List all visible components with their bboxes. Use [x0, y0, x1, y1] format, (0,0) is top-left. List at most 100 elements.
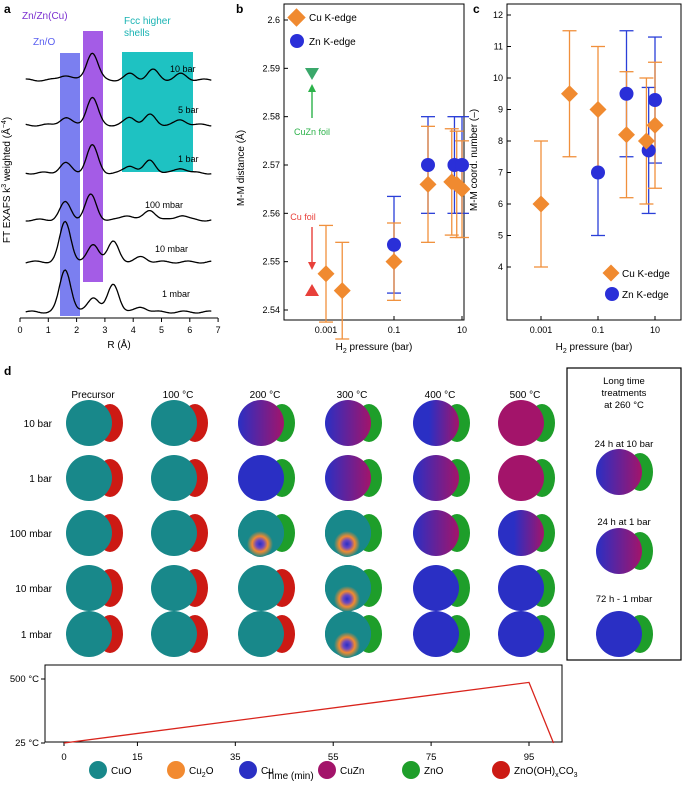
panel-label-c: c — [473, 2, 480, 16]
region-label-zno: Zn/O — [33, 37, 55, 48]
c-cu-point — [618, 126, 635, 144]
exafs-curve — [25, 193, 212, 222]
cu-particle-core — [334, 632, 360, 658]
cu-particle — [66, 510, 112, 556]
time-x-label: Time (min) — [266, 771, 313, 781]
b-y-tick-label: 2.58 — [262, 112, 280, 122]
b-y-ticks: 2.6 2.59 2.58 2.57 2.56 2.55 2.54 — [262, 15, 288, 315]
c-cu-point — [532, 195, 550, 213]
cu-particle — [151, 400, 197, 446]
cu-particle — [151, 510, 197, 556]
c-data-points — [532, 30, 664, 268]
b-cu-point — [317, 265, 335, 283]
panel-a: a Zn/Zn(Cu) Zn/O Fcc higher shells 10 ba… — [0, 2, 221, 351]
c-x-ticks: 0.001 0.1 10 — [530, 316, 660, 335]
c-legend-zn-marker — [605, 287, 619, 301]
cu-particle — [66, 455, 112, 501]
b-cu-point — [453, 180, 471, 198]
c-y-tick-label: 5 — [498, 231, 503, 241]
cu-particle — [66, 400, 112, 446]
b-zn-point — [387, 237, 401, 252]
cuzn-foil-label: CuZn foil — [294, 127, 330, 137]
b-legend-cu-marker — [287, 8, 306, 27]
cu-particle — [66, 565, 112, 611]
cu-particle — [413, 400, 459, 446]
cu-particle — [596, 611, 642, 657]
curve-label-5bar: 5 bar — [178, 105, 199, 115]
row-label: 10 mbar — [15, 584, 52, 595]
b-cu-point — [419, 175, 437, 193]
legend-swatch — [402, 761, 420, 779]
c-cu-point — [589, 101, 607, 118]
cu-foil-marker — [305, 284, 319, 296]
c-y-tick-label: 4 — [498, 262, 503, 272]
particle-grid — [66, 400, 555, 658]
b-cu-point — [385, 253, 403, 271]
b-y-tick-label: 2.56 — [262, 208, 280, 218]
column-header: Precursor — [71, 390, 115, 401]
c-y-label: M-M coord. number (–) — [469, 109, 480, 211]
time-x-tick-label: 75 — [426, 752, 437, 763]
cu-particle-core — [247, 531, 273, 557]
c-y-tick-label: 8 — [498, 136, 503, 146]
exafs-curve — [25, 52, 212, 82]
c-y-tick-label: 9 — [498, 105, 503, 115]
time-x-tick-label: 95 — [524, 752, 535, 763]
cu-particle — [151, 611, 197, 657]
curve-label-1mbar: 1 mbar — [162, 289, 190, 299]
region-label-fcc-1: Fcc higher — [124, 16, 171, 27]
temp-program-frame — [44, 664, 563, 743]
c-zn-point — [619, 86, 634, 101]
cu-particle — [238, 611, 284, 657]
legend-label: CuZn — [340, 766, 364, 777]
c-zn-point — [648, 93, 662, 108]
cu-foil-arrowhead — [308, 262, 316, 270]
row-label: 1 mbar — [21, 630, 53, 641]
cu-particle-core — [334, 586, 360, 612]
long-title-3: at 260 °C — [604, 400, 644, 411]
long-treatment-particles — [596, 449, 653, 657]
b-y-label: M-M distance (Å) — [234, 130, 247, 206]
legend-label: CuO — [111, 766, 132, 777]
long-item-1: 24 h at 10 bar — [595, 439, 654, 450]
a-x-tick-label: 7 — [216, 325, 221, 335]
cu-particle — [413, 455, 459, 501]
a-y-label: FT EXAFS k3 weighted (Å−4) — [0, 117, 13, 243]
b-y-tick-label: 2.6 — [267, 15, 280, 25]
region-label-znzn: Zn/Zn(Cu) — [22, 11, 68, 22]
cu-particle — [151, 455, 197, 501]
temp-y-tick-label: 500 °C — [10, 674, 39, 685]
c-legend-cu-marker — [602, 264, 620, 282]
exafs-curve — [25, 269, 212, 314]
panel-d: d Precursor 100 °C 200 °C 300 °C 400 °C 500 °… — [4, 364, 682, 782]
legend-swatch — [239, 761, 257, 779]
time-x-tick-label: 55 — [328, 752, 339, 763]
long-item-2: 24 h at 1 bar — [597, 517, 650, 528]
column-header: 200 °C — [250, 390, 281, 401]
legend-swatch — [318, 761, 336, 779]
legend-label-part: O — [206, 766, 214, 777]
cuzn-foil-arrowhead — [308, 84, 316, 92]
column-header: 100 °C — [163, 390, 194, 401]
long-title-1: Long time — [603, 376, 645, 387]
c-y-tick-label: 7 — [498, 168, 503, 178]
long-item-3: 72 h - 1 mbar — [596, 594, 653, 605]
b-legend-cu-label: Cu K-edge — [309, 13, 357, 24]
b-y-tick-label: 2.54 — [262, 305, 280, 315]
c-plot-frame — [506, 3, 682, 321]
legend-swatch — [89, 761, 107, 779]
panel-label-b: b — [236, 2, 243, 16]
c-cu-point — [646, 116, 664, 134]
panel-b: b 2.6 2.59 2.58 2.57 2.56 2.55 2.54 0.001 0.1 10… — [234, 2, 471, 355]
cu-particle — [238, 455, 284, 501]
column-header: 400 °C — [425, 390, 456, 401]
temp-program: 500 °C 25 °C 0 15 35 55 75 95 — [10, 674, 555, 763]
b-cu-point — [333, 282, 351, 300]
cu-particle — [498, 455, 544, 501]
cu-particle — [151, 565, 197, 611]
b-x-tick-label: 0.001 — [315, 325, 338, 335]
row-label: 100 mbar — [10, 529, 53, 540]
a-x-tick-label: 6 — [187, 325, 192, 335]
c-x-tick-label: 10 — [650, 325, 660, 335]
legend-label-part: CO — [559, 766, 574, 777]
